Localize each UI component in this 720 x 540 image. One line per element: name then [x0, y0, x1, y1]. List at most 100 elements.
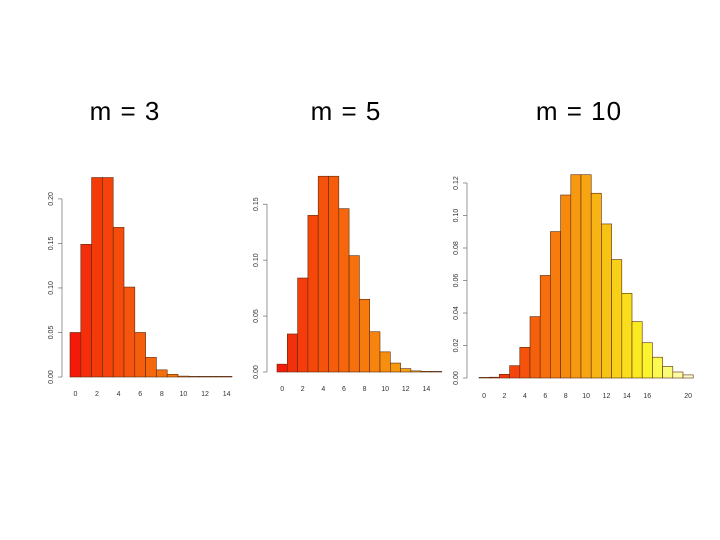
bar-1 — [80, 244, 92, 378]
bar-8 — [156, 369, 168, 378]
bar-11 — [188, 376, 200, 378]
bar-10 — [580, 174, 592, 379]
bar-13 — [611, 259, 623, 379]
y-tick-label: 0.08 — [453, 241, 460, 255]
bar-19 — [672, 371, 684, 379]
bar-9 — [570, 174, 582, 379]
x-tick-label: 14 — [422, 386, 430, 393]
y-tick-label: 0.05 — [48, 326, 55, 340]
y-tick-label: 0.10 — [253, 253, 260, 267]
bar-12 — [601, 223, 612, 379]
bar-7 — [145, 357, 157, 378]
chart-title-m10: m = 10 — [535, 96, 623, 126]
chart-0: 0.00 0.05 0.10 0.15 0.20 0 2 4 6 8 10 12 14 — [48, 177, 233, 398]
bar-6 — [338, 208, 350, 373]
bar-10 — [177, 375, 190, 378]
bar-12 — [400, 368, 412, 373]
y-tick-label: 0.15 — [253, 197, 260, 211]
x-tick-label: 2 — [301, 386, 305, 393]
bar-8 — [359, 298, 370, 373]
bar-0 — [478, 377, 490, 379]
bar-12 — [199, 376, 211, 378]
x-tick-label: 2 — [503, 393, 507, 400]
bar-0 — [276, 363, 288, 373]
bar-18 — [662, 366, 674, 379]
chart-2: 0.00 0.02 0.04 0.06 0.08 0.10 0.12 0 2 4 6 8 10 12 14 1… — [453, 174, 694, 400]
bar-9 — [166, 374, 179, 378]
bar-15 — [631, 321, 643, 379]
y-tick-label: 0.12 — [453, 176, 460, 190]
x-tick-label: 4 — [321, 386, 325, 393]
y-tick-label: 0.06 — [453, 274, 460, 288]
bar-3 — [509, 365, 521, 379]
y-tick-label: 0.10 — [48, 281, 55, 295]
y-tick-label: 0.04 — [453, 306, 460, 320]
x-tick-label: 8 — [564, 393, 568, 400]
bar-1 — [488, 376, 500, 379]
x-tick-label: 12 — [603, 393, 611, 400]
bar-3 — [307, 215, 319, 373]
x-tick-label: 4 — [117, 391, 121, 398]
x-tick-label: 8 — [363, 386, 367, 393]
bar-1 — [286, 333, 298, 373]
x-tick-label: 2 — [95, 391, 99, 398]
y-tick-label: 0.00 — [48, 370, 55, 384]
x-tick-label: 10 — [180, 391, 188, 398]
y-tick-label: 0.00 — [253, 365, 260, 379]
x-tick-label: 0 — [280, 386, 284, 393]
x-tick-label: 0 — [73, 391, 77, 398]
bar-10 — [379, 351, 391, 373]
x-tick-label: 6 — [138, 391, 142, 398]
bar-4 — [112, 227, 125, 378]
bar-8 — [560, 194, 572, 379]
bar-7 — [550, 231, 561, 379]
chart-title-m5: m = 5 — [310, 96, 382, 126]
x-tick-label: 14 — [623, 393, 631, 400]
x-tick-label: 6 — [543, 393, 547, 400]
bar-14 — [420, 371, 432, 373]
bar-14 — [220, 376, 233, 378]
x-tick-label: 10 — [582, 393, 590, 400]
bar-2 — [91, 177, 103, 378]
bar-11 — [590, 192, 602, 379]
bar-15 — [431, 371, 443, 373]
x-tick-label: 0 — [482, 393, 486, 400]
chart-1: 0.00 0.05 0.10 0.15 0 2 4 6 8 10 12 14 — [253, 175, 443, 393]
x-tick-label: 14 — [223, 391, 231, 398]
bar-7 — [348, 255, 360, 373]
y-tick-label: 0.05 — [253, 309, 260, 323]
bar-5 — [529, 316, 541, 379]
bar-4 — [317, 175, 329, 373]
bar-5 — [123, 286, 136, 378]
bar-4 — [519, 346, 531, 379]
bar-6 — [539, 275, 551, 379]
x-tick-label: 4 — [523, 393, 527, 400]
bar-9 — [369, 331, 381, 373]
bar-17 — [652, 356, 663, 379]
x-tick-label: 10 — [381, 386, 389, 393]
bar-0 — [69, 332, 82, 378]
x-tick-label: 20 — [684, 393, 692, 400]
bar-13 — [410, 370, 422, 373]
bar-14 — [621, 293, 633, 379]
chart-title-m3: m = 3 — [89, 96, 161, 126]
y-tick-label: 0.15 — [48, 237, 55, 251]
bar-3 — [102, 177, 114, 378]
bar-13 — [210, 376, 222, 378]
bar-2 — [297, 277, 309, 373]
bar-16 — [641, 342, 653, 379]
x-tick-label: 12 — [402, 386, 410, 393]
bar-20 — [682, 374, 694, 379]
x-tick-label: 12 — [201, 391, 209, 398]
y-tick-label: 0.10 — [453, 209, 460, 223]
bar-11 — [389, 362, 401, 373]
bar-6 — [134, 332, 146, 378]
y-tick-label: 0.20 — [48, 192, 55, 206]
y-tick-label: 0.00 — [453, 371, 460, 385]
x-tick-label: 6 — [342, 386, 346, 393]
x-tick-label: 8 — [160, 391, 164, 398]
bar-2 — [499, 373, 510, 379]
bar-5 — [328, 175, 340, 373]
y-tick-label: 0.02 — [453, 339, 460, 353]
